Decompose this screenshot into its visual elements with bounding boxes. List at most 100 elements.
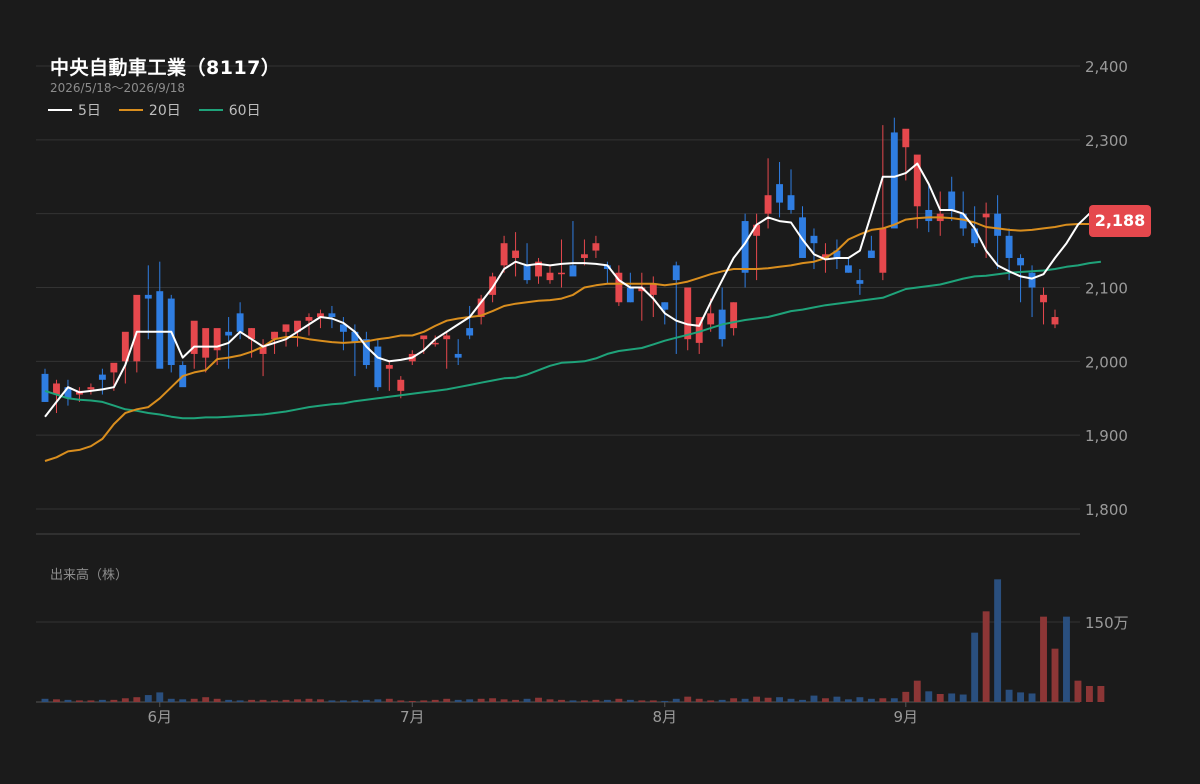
legend-ma60: 60日 [198,100,261,120]
volume-bar [339,700,347,702]
candle-body [948,191,956,210]
volume-bar [75,700,83,702]
ma5-line [44,162,1102,418]
candle-body [787,195,795,210]
volume-bar [236,700,244,702]
volume-bar [1063,616,1070,702]
volume-bar [374,699,382,702]
candle-body [351,331,359,343]
volume-bar [167,698,175,702]
legend-ma20: 20日 [118,100,181,120]
volume-bar [64,699,72,702]
volume-bar [408,700,416,702]
candle-body [225,331,233,336]
candle-body [202,328,210,358]
candle-body [741,221,749,273]
candle-body [477,298,485,318]
volume-bar [431,699,439,702]
volume-bar [638,700,646,702]
candle-body [810,235,818,244]
candle-body [603,265,611,270]
volume-bar [569,700,577,702]
candle-body [305,317,313,321]
volume-bar [282,699,290,702]
candle-body [982,213,990,218]
volume-bar [328,700,336,702]
volume-bar [695,698,703,702]
month-label: 9月 [894,708,919,726]
volume-bar [982,611,990,702]
candle-body [822,254,829,258]
month-label: 6月 [147,708,172,726]
candle-body [41,373,49,402]
volume-bar [523,698,531,702]
volume-bar [156,692,164,702]
volume-bar [443,698,451,702]
candle-body [776,184,783,203]
legend-ma60-swatch [198,109,223,111]
volume-bar [225,699,233,702]
candle-body [362,339,370,366]
volume-bar [787,698,795,702]
volume-bar [512,699,520,702]
candle-body [730,302,738,329]
volume-bar [179,699,187,702]
volume-bar [351,700,359,702]
price-tick-label: 1,900 [1085,427,1128,445]
candle-body [190,320,198,354]
candle-body [856,280,864,284]
volume-bar [799,699,806,702]
candle-body [558,272,565,275]
volume-bar [580,700,588,702]
candle-body [902,128,910,148]
candle-body [1005,235,1013,258]
candle-body [833,250,841,258]
candle-body [328,313,336,318]
candle-body [535,261,542,277]
volume-bar [707,700,715,702]
volume-bar [615,698,623,702]
candle-body [317,313,324,318]
volume-bar [190,698,198,702]
volume-bar [913,680,921,702]
candle-body [1051,317,1059,325]
volume-bar [718,699,726,702]
candle-body [259,346,267,354]
candle-body [569,265,577,277]
legend-ma60-label: 60日 [228,103,261,119]
volume-bar [558,699,565,702]
volume-bar [1005,689,1013,702]
candle-body [1028,272,1036,288]
candle-body [512,250,520,258]
candle-body [672,265,680,281]
volume-bar [466,699,474,702]
price-tick-label: 2,400 [1085,58,1128,76]
volume-bar [500,699,508,702]
volume-bar [535,697,542,702]
candle-body [626,287,634,303]
volume-bar [879,698,887,702]
volume-bar [87,700,95,702]
volume-bar [317,699,324,702]
volume-bar [1074,680,1082,702]
candle-body [133,294,141,362]
volume-bar [592,699,600,702]
price-tick-label: 2,300 [1085,132,1128,150]
candle-body [64,387,72,399]
volume-bar [890,698,898,702]
volume-bar [248,699,256,702]
price-tick-label: 2,000 [1085,353,1128,371]
volume-bar [856,697,864,702]
price-tick-label: 2,100 [1085,280,1128,298]
volume-bar [454,699,462,702]
candle-body [580,254,588,258]
candle-body [385,365,393,369]
candle-body [867,250,875,258]
volume-bar [1051,648,1059,702]
volume-bar [822,698,829,702]
volume-bar [753,696,761,702]
volume-bar [259,699,267,702]
volume-bar [810,695,818,702]
volume-bar [1097,686,1105,702]
volume-bar [397,700,405,702]
